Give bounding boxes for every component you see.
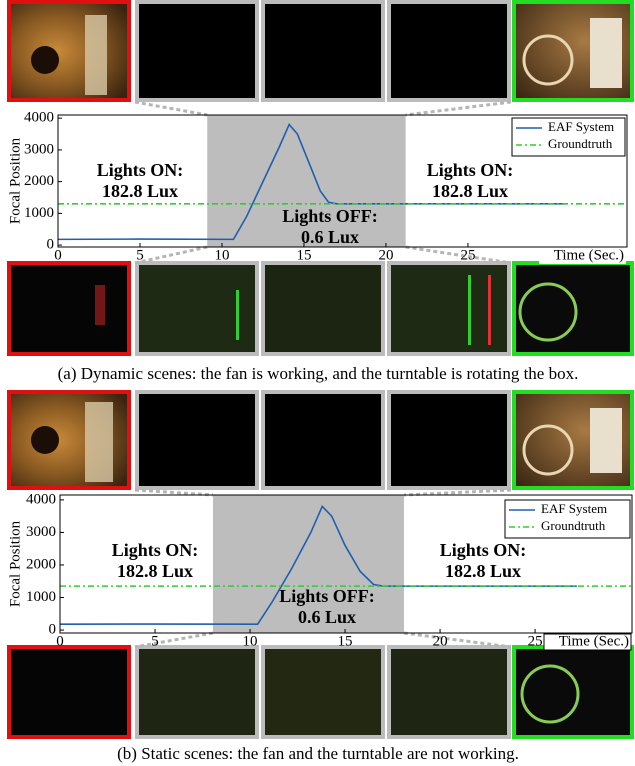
x-axis-label: Time (Sec.) — [559, 633, 629, 649]
x-tick-label: 20 — [433, 633, 448, 649]
y-tick-label: 4000 — [26, 491, 56, 507]
legend-label: Groundtruth — [541, 518, 606, 533]
y-tick-label: 1000 — [24, 205, 54, 221]
annotation: Lights ON: — [97, 160, 184, 180]
events-a — [9, 263, 632, 354]
connector — [406, 102, 511, 115]
y-axis-label: Focal Position — [7, 137, 23, 224]
y-tick-label: 2000 — [26, 556, 56, 572]
x-tick-label: 20 — [378, 247, 393, 263]
y-tick-label: 3000 — [26, 524, 56, 540]
legend-label: EAF System — [548, 119, 614, 134]
x-tick-label: 15 — [338, 633, 353, 649]
annotation: Lights ON: — [440, 540, 527, 560]
caption: (a) Dynamic scenes: the fan is working, … — [58, 364, 579, 383]
connector — [406, 247, 511, 263]
y-tick-label: 1000 — [26, 589, 56, 605]
annotation: 0.6 Lux — [301, 227, 359, 247]
figure: (a) Dynamic scenes: the fan is working, … — [0, 0, 635, 766]
x-tick-label: 0 — [56, 633, 64, 649]
annotation: 182.8 Lux — [432, 181, 508, 201]
x-tick-label: 0 — [54, 247, 62, 263]
annotation: Lights OFF: — [279, 586, 375, 606]
annotation: Lights ON: — [112, 540, 199, 560]
x-tick-label: 10 — [243, 633, 258, 649]
legend-label: EAF System — [541, 501, 607, 516]
events-b — [9, 647, 632, 737]
y-tick-label: 2000 — [24, 173, 54, 189]
x-tick-label: 5 — [151, 633, 159, 649]
connector — [135, 247, 207, 263]
y-tick-label: 4000 — [24, 110, 54, 126]
annotation: 182.8 Lux — [102, 181, 178, 201]
legend-label: Groundtruth — [548, 136, 613, 151]
page: {"chart_data": [ {"type": "line", "xlabe… — [0, 0, 635, 766]
annotation: Lights ON: — [427, 160, 514, 180]
caption: (b) Static scenes: the fan and the turnt… — [117, 744, 519, 763]
x-tick-label: 15 — [296, 247, 311, 263]
frames-b — [9, 392, 632, 488]
x-tick-label: 25 — [528, 633, 543, 649]
annotation: 182.8 Lux — [445, 561, 521, 581]
x-axis-label: Time (Sec.) — [554, 247, 624, 263]
y-tick-label: 0 — [49, 622, 57, 638]
connector — [404, 490, 511, 495]
x-tick-label: 5 — [136, 247, 144, 263]
annotation: Lights OFF: — [282, 206, 378, 226]
x-tick-label: 25 — [460, 247, 475, 263]
annotation: 0.6 Lux — [298, 607, 356, 627]
connector — [135, 102, 207, 115]
x-tick-label: 10 — [214, 247, 229, 263]
connector — [404, 633, 511, 647]
connector — [135, 633, 213, 647]
y-tick-label: 0 — [47, 237, 55, 253]
annotation: 182.8 Lux — [117, 561, 193, 581]
y-axis-label: Focal Position — [7, 520, 23, 607]
connector — [135, 490, 213, 495]
frames-a — [9, 2, 632, 100]
y-tick-label: 3000 — [24, 141, 54, 157]
